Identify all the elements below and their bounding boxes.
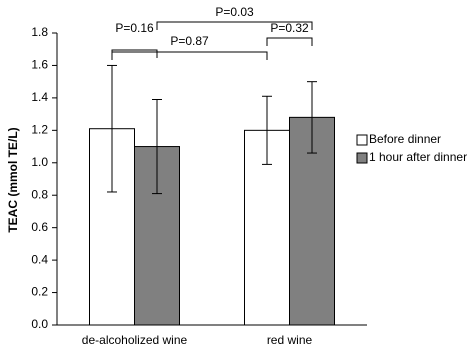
- y-tick-label: 0.2: [31, 285, 48, 299]
- significance-bracket: [266, 37, 313, 46]
- x-tick-label: de-alcoholized wine: [82, 333, 188, 347]
- error-bar: [152, 99, 162, 195]
- x-tick-label: red wine: [267, 333, 313, 347]
- y-tick-label: 1.8: [31, 25, 48, 39]
- annotation: P=0.87: [170, 34, 209, 48]
- error-bar: [262, 95, 272, 165]
- error-bar: [107, 64, 117, 193]
- annotation: P=0.16: [115, 21, 154, 35]
- legend-swatch: [356, 134, 368, 146]
- error-bar: [307, 81, 317, 154]
- y-tick-label: 1.2: [31, 123, 48, 137]
- y-tick-label: 0.4: [31, 252, 48, 266]
- y-tick-label: 1.6: [31, 58, 48, 72]
- y-axis-label: TEAC (mmol TE/L): [6, 127, 20, 232]
- legend-label: Before dinner: [369, 132, 441, 146]
- y-tick-label: 0.6: [31, 220, 48, 234]
- legend-swatch: [356, 152, 368, 164]
- legend-label: 1 hour after dinner: [369, 150, 467, 164]
- annotation: P=0.03: [215, 5, 254, 19]
- significance-bracket: [111, 51, 268, 60]
- significance-bracket: [111, 49, 158, 58]
- significance-bracket: [156, 21, 313, 30]
- y-tick-label: 1.0: [31, 155, 48, 169]
- y-tick-label: 0.0: [31, 317, 48, 331]
- annotation: P=0.32: [270, 21, 309, 35]
- y-tick-label: 0.8: [31, 187, 48, 201]
- y-tick-label: 1.4: [31, 90, 48, 104]
